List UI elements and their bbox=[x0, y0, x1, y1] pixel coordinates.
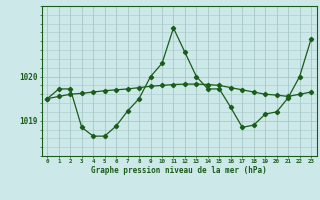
X-axis label: Graphe pression niveau de la mer (hPa): Graphe pression niveau de la mer (hPa) bbox=[91, 166, 267, 175]
